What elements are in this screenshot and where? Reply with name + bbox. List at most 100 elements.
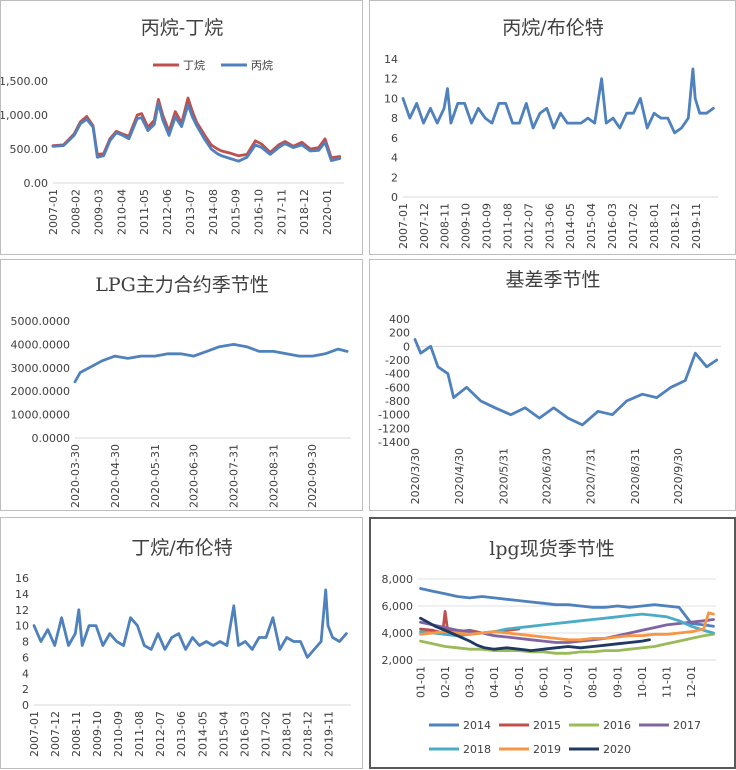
x-tick-label: 2020-01 — [321, 189, 334, 235]
y-tick-label: 16 — [15, 572, 29, 585]
x-tick-label: 02-01 — [439, 666, 452, 698]
x-tick-label: 2020-07-31 — [227, 444, 240, 508]
x-tick-label: 05-01 — [513, 666, 526, 698]
y-tick-label: -1400 — [378, 436, 410, 449]
y-tick-label: 0 — [391, 191, 398, 204]
y-tick-label: 8 — [22, 636, 29, 649]
y-tick-label: 1,000.00 — [1, 109, 48, 122]
x-tick-label: 07-01 — [562, 666, 575, 698]
x-tick-label: 2009-10 — [460, 203, 473, 249]
y-tick-label: 0.00 — [24, 177, 49, 190]
chart-propane-butane: 丙烷-丁烷 0.00 500.00 1,000.00 1,500.00 2007-01 2… — [1, 17, 344, 235]
y-tick-label: 3000.0000 — [11, 362, 71, 375]
x-tick-label: 2020-04-30 — [109, 444, 122, 508]
y-tick-label: 2 — [22, 683, 29, 696]
x-tick-label: 2017-02 — [627, 203, 640, 249]
y-tick-label: 8,000 — [382, 573, 414, 586]
series-line-main — [32, 588, 348, 659]
y-tick-label: 12 — [15, 604, 29, 617]
x-tick-label: 2019-11 — [690, 203, 703, 249]
x-tick-label: 2018-12 — [298, 189, 311, 235]
y-tick-label: 6 — [391, 132, 398, 145]
series-line-main — [413, 338, 719, 427]
y-tick-label: 4 — [391, 152, 398, 165]
x-tick-label: 2020/3/30 — [409, 448, 422, 504]
x-tick-label: 2019-11 — [323, 711, 336, 757]
x-tick-label: 2012-07 — [522, 203, 535, 249]
y-tick-label: -400 — [385, 368, 410, 381]
y-tick-label: 4000.0000 — [11, 338, 71, 351]
y-tick-label: -200 — [385, 354, 410, 367]
x-tick-label: 2020-06-30 — [188, 444, 201, 508]
x-tick-label: 2011-05 — [138, 189, 151, 235]
legend-label: 2017 — [673, 719, 701, 732]
x-tick-label: 2008-02 — [70, 189, 83, 235]
y-tick-label: 14 — [15, 588, 29, 601]
y-tick-label: 1,500.00 — [1, 75, 48, 88]
legend-label: 2015 — [533, 719, 561, 732]
y-tick-label: 12 — [384, 73, 398, 86]
x-tick-label: 2012-07 — [154, 711, 167, 757]
chart-title: 基差季节性 — [505, 269, 600, 291]
x-tick-label: 2020-09-30 — [306, 444, 319, 508]
x-tick-label: 2010-09 — [112, 711, 125, 757]
chart-title: LPG主力合约季节性 — [95, 274, 269, 296]
x-tick-label: 04-01 — [488, 666, 501, 698]
y-tick-label: 500.00 — [10, 143, 49, 156]
legend-label: 2020 — [603, 743, 631, 756]
y-tick-label: 14 — [384, 53, 398, 66]
x-tick-label: 12-01 — [685, 666, 698, 698]
x-tick-label: 09-01 — [611, 666, 624, 698]
series-line-2016 — [419, 632, 715, 655]
y-tick-label: 2000.0000 — [11, 385, 71, 398]
chart-lpg-spot-seasonality: lpg现货季节性 2,000 4,000 6,000 8,000 01-01 02-01 0… — [382, 538, 716, 756]
x-tick-label: 2020/5/31 — [498, 448, 511, 504]
x-tick-label: 2016-10 — [252, 189, 265, 235]
chart-butane-brent: 丁烷/布伦特 0 2 4 6 8 10 12 14 16 2007-01 2007-12 2008-1… — [15, 537, 351, 757]
y-tick-label: 10 — [384, 92, 398, 105]
x-tick-label: 2018-12 — [669, 203, 682, 249]
x-tick-label: 2018-01 — [281, 711, 294, 757]
x-tick-label: 2020-03-30 — [69, 444, 82, 508]
x-tick-label: 06-01 — [537, 666, 550, 698]
x-tick-label: 2018-12 — [302, 711, 315, 757]
x-tick-label: 2017-02 — [259, 711, 272, 757]
x-tick-label: 08-01 — [587, 666, 600, 698]
x-tick-label: 2013-07 — [184, 189, 197, 235]
x-tick-label: 2011-08 — [133, 711, 146, 757]
y-tick-label: 6 — [22, 651, 29, 664]
y-tick-label: -600 — [385, 381, 410, 394]
y-tick-label: 0 — [403, 340, 410, 353]
x-tick-label: 2015-04 — [585, 203, 598, 249]
x-tick-label: 03-01 — [464, 666, 477, 698]
series-line-丙烷 — [51, 101, 342, 163]
x-tick-label: 2007-01 — [28, 711, 41, 757]
chart-panel-propane-brent: 丙烷/布伦特 0 2 4 6 8 10 12 14 2007-01 2007-12 2008-11 2… — [369, 0, 736, 255]
legend-label: 2019 — [533, 743, 561, 756]
chart-panel-propane-butane: 丙烷-丁烷 0.00 500.00 1,000.00 1,500.00 2007-01 2… — [0, 0, 363, 255]
x-tick-label: 2007-01 — [47, 189, 60, 235]
x-tick-label: 2018-01 — [648, 203, 661, 249]
x-tick-label: 2015-09 — [230, 189, 243, 235]
y-tick-label: 5000.0000 — [11, 315, 71, 328]
chart-panel-butane-brent: 丁烷/布伦特 0 2 4 6 8 10 12 14 16 2007-01 2007-12 2008-1… — [0, 517, 363, 769]
y-tick-label: 200 — [389, 327, 410, 340]
legend-label: 2014 — [463, 719, 491, 732]
x-tick-label: 2014-08 — [207, 189, 220, 235]
y-tick-label: -1000 — [378, 409, 410, 422]
y-tick-label: 6,000 — [382, 600, 414, 613]
x-tick-label: 2013-06 — [543, 203, 556, 249]
y-tick-label: 1000.0000 — [11, 409, 71, 422]
series-line-2014 — [419, 587, 715, 628]
chart-panel-lpg-spot: lpg现货季节性 2,000 4,000 6,000 8,000 01-01 02-01 0… — [369, 517, 736, 769]
series-line-main — [73, 343, 349, 384]
x-tick-label: 2014-05 — [196, 711, 209, 757]
x-tick-label: 2008-11 — [70, 711, 83, 757]
y-tick-label: 2 — [391, 171, 398, 184]
y-tick-label: 0 — [22, 699, 29, 712]
series-line-2020 — [419, 616, 651, 653]
legend-label: 丁烷 — [183, 58, 205, 72]
x-tick-label: 2015-04 — [217, 711, 230, 757]
chart-propane-brent: 丙烷/布伦特 0 2 4 6 8 10 12 14 2007-01 2007-12 2008-11 2… — [384, 17, 718, 249]
y-tick-label: 10 — [15, 620, 29, 633]
